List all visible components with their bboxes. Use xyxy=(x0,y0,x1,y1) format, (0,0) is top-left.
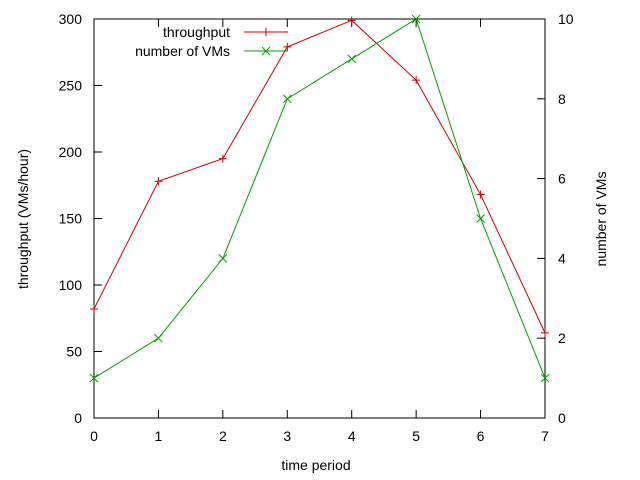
x-axis-label: time period xyxy=(281,457,350,473)
x-tick-label: 5 xyxy=(412,428,420,444)
data-point-cross xyxy=(540,373,550,383)
data-point-cross xyxy=(218,254,228,263)
legend-label: number of VMs xyxy=(135,43,230,59)
left-y-tick-label: 0 xyxy=(74,410,82,426)
data-point-plus xyxy=(412,76,421,85)
series-line-number-of-vms xyxy=(93,18,546,379)
left-y-tick-label: 100 xyxy=(59,277,83,293)
data-point-plus xyxy=(262,28,270,36)
data-point-plus xyxy=(154,177,163,186)
left-y-tick-label: 300 xyxy=(59,11,83,27)
left-y-tick-label: 150 xyxy=(59,211,83,227)
data-point-cross xyxy=(476,214,485,223)
right-y-tick-label: 2 xyxy=(558,330,566,346)
data-point-cross xyxy=(154,333,163,343)
right-y-tick-label: 4 xyxy=(558,250,566,266)
right-y-axis-label: number of VMs xyxy=(593,172,609,267)
data-point-cross xyxy=(89,373,99,383)
legend-label: throughput xyxy=(163,24,230,40)
legend: throughput number of VMs xyxy=(135,24,288,59)
data-point-plus xyxy=(347,16,356,25)
right-y-axis-ticks: 0 2 4 6 8 10 xyxy=(537,11,574,426)
data-point-cross xyxy=(282,94,292,104)
x-tick-label: 0 xyxy=(90,428,98,444)
right-y-tick-label: 8 xyxy=(558,91,566,107)
x-axis-ticks: 0 1 2 3 4 5 6 7 xyxy=(90,19,549,444)
left-y-tick-label: 200 xyxy=(59,144,83,160)
right-y-tick-label: 10 xyxy=(558,11,574,27)
data-point-plus xyxy=(218,154,227,163)
data-point-plus xyxy=(283,42,292,51)
right-y-tick-label: 0 xyxy=(558,410,566,426)
x-tick-label: 2 xyxy=(219,428,227,444)
data-point-cross xyxy=(411,14,421,24)
x-tick-label: 7 xyxy=(541,428,549,444)
right-y-tick-label: 6 xyxy=(558,171,566,187)
left-y-tick-label: 250 xyxy=(59,78,83,94)
series-line-throughput xyxy=(93,19,546,334)
data-point-cross xyxy=(261,46,271,56)
x-tick-label: 3 xyxy=(283,428,291,444)
data-point-plus xyxy=(476,190,485,199)
data-point-plus xyxy=(90,304,98,313)
left-y-axis-ticks: 0 50 100 150 200 250 300 xyxy=(59,11,102,426)
data-point-plus xyxy=(541,328,549,337)
left-y-tick-label: 50 xyxy=(66,344,82,360)
series-layer xyxy=(89,14,550,383)
x-tick-label: 6 xyxy=(477,428,485,444)
x-tick-label: 4 xyxy=(348,428,356,444)
x-tick-label: 1 xyxy=(155,428,163,444)
data-point-cross xyxy=(347,54,357,64)
left-y-axis-label: throughput (VMs/hour) xyxy=(15,149,31,289)
